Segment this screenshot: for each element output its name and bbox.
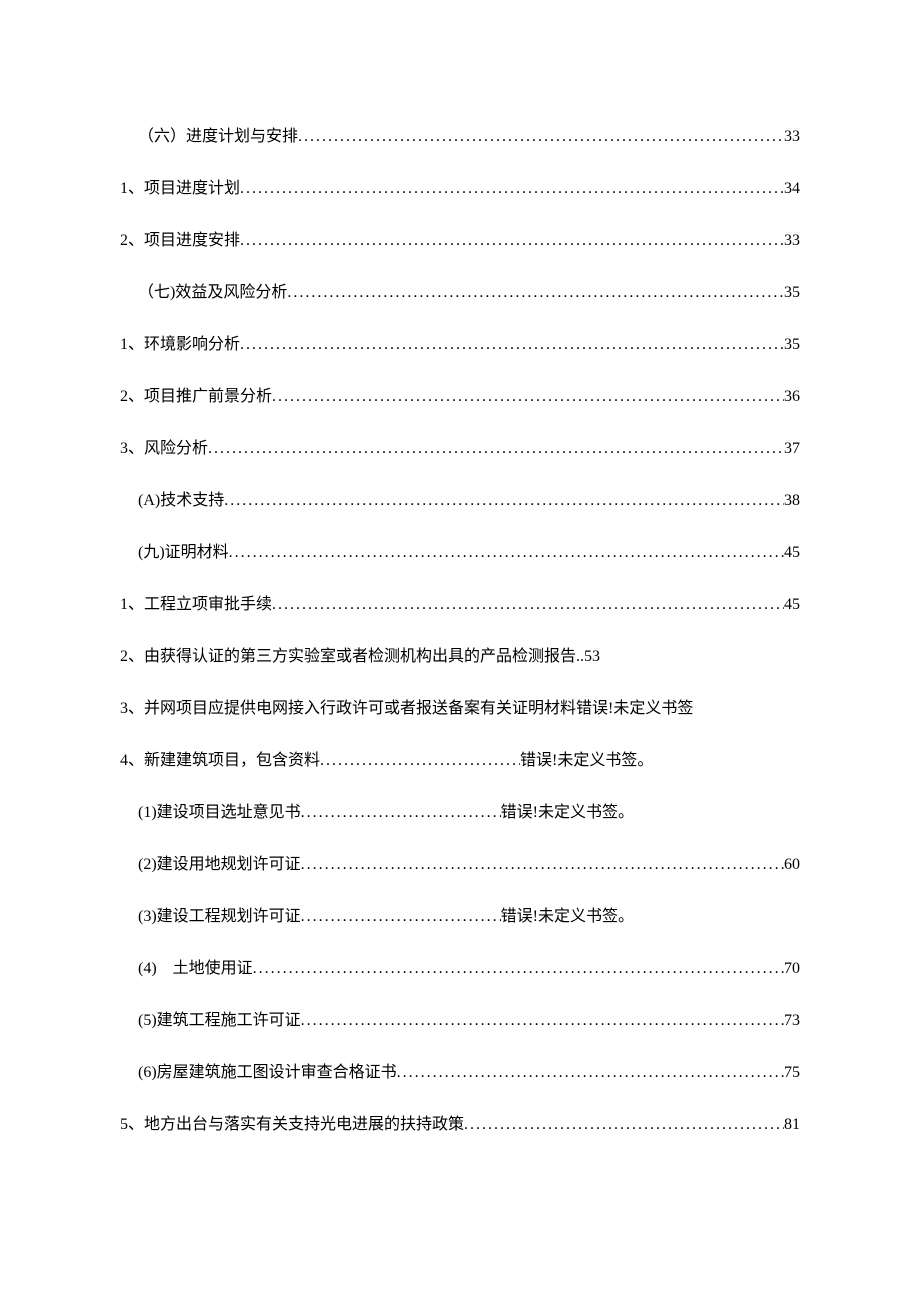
toc-leader-dots <box>253 957 784 981</box>
toc-entry: (A)技术支持 38 <box>120 489 800 513</box>
toc-label: （六）进度计划与安排 <box>138 125 298 149</box>
toc-page-number: 70 <box>784 957 800 981</box>
toc-page-number: 33 <box>784 229 800 253</box>
toc-entry: (3)建设工程规划许可证 错误!未定义书签。 <box>120 905 800 929</box>
toc-page-number: 73 <box>784 1009 800 1033</box>
toc-page-number: 60 <box>784 853 800 877</box>
toc-entry: 1、工程立项审批手续 45 <box>120 593 800 617</box>
toc-leader-dots <box>287 281 784 305</box>
toc-label: 2、由获得认证的第三方实验室或者检测机构出具的产品检测报告..53 <box>120 645 600 669</box>
toc-page-number: 33 <box>784 125 800 149</box>
toc-entry: 3、风险分析 37 <box>120 437 800 461</box>
toc-label: 4、新建建筑项目，包含资料 <box>120 749 320 773</box>
toc-leader-dots <box>301 853 784 877</box>
toc-entry: (4) 土地使用证 70 <box>120 957 800 981</box>
toc-label: 1、项目进度计划 <box>120 177 240 201</box>
toc-label: (九)证明材料 <box>138 541 229 565</box>
toc-leader-dots <box>301 905 501 929</box>
toc-leader-dots <box>240 229 784 253</box>
toc-label: (6)房屋建筑施工图设计审查合格证书 <box>138 1061 397 1085</box>
toc-leader-dots <box>272 385 784 409</box>
toc-page-number: 38 <box>784 489 800 513</box>
toc-label: 3、并网项目应提供电网接入行政许可或者报送备案有关证明材料错误!未定义书签 <box>120 697 693 721</box>
toc-page-number: 错误!未定义书签。 <box>501 801 634 825</box>
toc-page-number: 36 <box>784 385 800 409</box>
toc-leader-dots <box>301 1009 784 1033</box>
toc-label: 3、风险分析 <box>120 437 208 461</box>
toc-leader-dots <box>240 177 784 201</box>
document-page: （六）进度计划与安排 33 1、项目进度计划 34 2、项目进度安排 33 （七)效益及风险… <box>0 0 920 1285</box>
toc-entry: (2)建设用地规划许可证 60 <box>120 853 800 877</box>
toc-page-number: 34 <box>784 177 800 201</box>
toc-leader-dots <box>320 749 520 773</box>
toc-leader-dots <box>301 801 501 825</box>
toc-leader-dots <box>397 1061 784 1085</box>
toc-label: (5)建筑工程施工许可证 <box>138 1009 301 1033</box>
toc-entry: (1)建设项目选址意见书 错误!未定义书签。 <box>120 801 800 825</box>
toc-label: （七)效益及风险分析 <box>138 281 287 305</box>
toc-entry: 1、环境影响分析 35 <box>120 333 800 357</box>
toc-page-number: 35 <box>784 333 800 357</box>
toc-entry: （六）进度计划与安排 33 <box>120 125 800 149</box>
toc-page-number: 37 <box>784 437 800 461</box>
toc-entry: 3、并网项目应提供电网接入行政许可或者报送备案有关证明材料错误!未定义书签 <box>120 697 800 721</box>
toc-label: (1)建设项目选址意见书 <box>138 801 301 825</box>
toc-entry: 2、项目推广前景分析 36 <box>120 385 800 409</box>
toc-leader-dots <box>240 333 784 357</box>
toc-entry: 5、地方出台与落实有关支持光电进展的扶持政策 81 <box>120 1113 800 1137</box>
toc-label: (4) 土地使用证 <box>138 957 253 981</box>
toc-page-number: 35 <box>784 281 800 305</box>
toc-entry: 2、由获得认证的第三方实验室或者检测机构出具的产品检测报告..53 <box>120 645 800 669</box>
toc-page-number: 45 <box>784 541 800 565</box>
toc-container: （六）进度计划与安排 33 1、项目进度计划 34 2、项目进度安排 33 （七)效益及风险… <box>120 125 800 1137</box>
toc-page-number: 45 <box>784 593 800 617</box>
toc-leader-dots <box>272 593 784 617</box>
toc-label: 2、项目推广前景分析 <box>120 385 272 409</box>
toc-entry: 4、新建建筑项目，包含资料 错误!未定义书签。 <box>120 749 800 773</box>
toc-page-number: 81 <box>784 1113 800 1137</box>
toc-page-number: 错误!未定义书签。 <box>520 749 653 773</box>
toc-label: 1、工程立项审批手续 <box>120 593 272 617</box>
toc-leader-dots <box>224 489 784 513</box>
toc-page-number: 75 <box>784 1061 800 1085</box>
toc-entry: (5)建筑工程施工许可证 73 <box>120 1009 800 1033</box>
toc-label: (A)技术支持 <box>138 489 224 513</box>
toc-entry: 1、项目进度计划 34 <box>120 177 800 201</box>
toc-leader-dots <box>464 1113 784 1137</box>
toc-label: 5、地方出台与落实有关支持光电进展的扶持政策 <box>120 1113 464 1137</box>
toc-label: 2、项目进度安排 <box>120 229 240 253</box>
toc-label: (2)建设用地规划许可证 <box>138 853 301 877</box>
toc-leader-dots <box>208 437 784 461</box>
toc-entry: （七)效益及风险分析 35 <box>120 281 800 305</box>
toc-leader-dots <box>298 125 784 149</box>
toc-entry: 2、项目进度安排 33 <box>120 229 800 253</box>
toc-leader-dots <box>229 541 784 565</box>
toc-label: (3)建设工程规划许可证 <box>138 905 301 929</box>
toc-label: 1、环境影响分析 <box>120 333 240 357</box>
toc-entry: (6)房屋建筑施工图设计审查合格证书 75 <box>120 1061 800 1085</box>
toc-page-number: 错误!未定义书签。 <box>501 905 634 929</box>
toc-entry: (九)证明材料 45 <box>120 541 800 565</box>
